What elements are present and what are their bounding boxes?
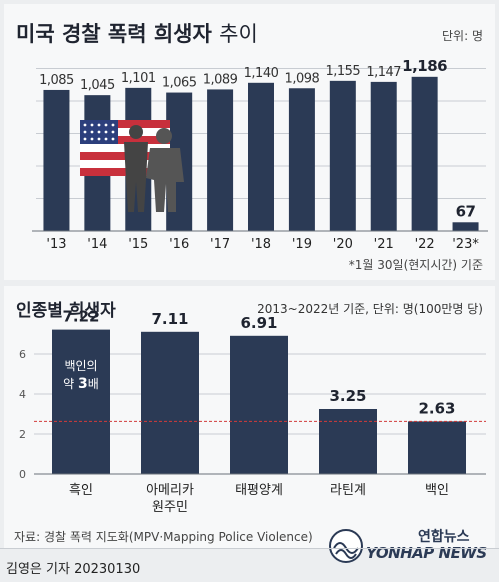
x-tick-label: '17 (210, 237, 230, 252)
us-flag-and-silhouettes-icon (80, 120, 184, 212)
flag-star (90, 123, 94, 127)
x-tick-label: '19 (292, 237, 312, 252)
x-tick-label: '14 (87, 237, 107, 252)
bar-value-label: 1,065 (162, 76, 197, 91)
x-tick-label: '15 (128, 237, 148, 252)
x-tick-label: '23* (452, 237, 479, 252)
annotation-line2: 약 3배 (52, 375, 110, 393)
flag-star (97, 137, 101, 141)
flag-star (111, 123, 115, 127)
victims-trend-panel: 미국 경찰 폭력 희생자 추이 단위: 명 1,085'13 1,045'14 1,… (4, 4, 495, 280)
chart2-subtitle: 2013~2022년 기준, 단위: 명(100만명 당) (257, 302, 483, 316)
bar (329, 80, 356, 231)
bar-value-label: 7.22 (62, 308, 99, 326)
bar (452, 222, 479, 231)
chart2-title: 인종별 희생자 (16, 301, 116, 321)
flag-star (104, 123, 108, 127)
byline: 김영은 기자 20230130 (6, 562, 141, 577)
x-tick-label: '21 (374, 237, 394, 252)
bar-value-label: 1,101 (121, 71, 156, 86)
bar (230, 335, 288, 474)
silhouette-head (129, 125, 143, 139)
bar-value-label: 1,098 (285, 71, 320, 86)
bar-value-label: 1,147 (366, 65, 401, 80)
chart2-annotation: 백인의 약 3배 (52, 357, 110, 393)
bar-value-label: 1,089 (203, 72, 238, 87)
flag-stripe (80, 120, 170, 128)
annotation-line2-bold: 3 (78, 376, 88, 392)
x-tick-label: 라틴계 (330, 483, 366, 498)
chart1-unit-note: 단위: 명 (442, 29, 483, 43)
bar-value-label: 1,186 (402, 57, 447, 75)
bar-value-label: 3.25 (329, 387, 366, 405)
flag-star (111, 137, 115, 141)
bar-value-label: 1,045 (80, 78, 115, 93)
annotation-line2-pre: 약 (63, 377, 79, 391)
chart1-title-main: 미국 경찰 폭력 희생자 (16, 22, 212, 46)
x-tick-label: 아메리카 (146, 483, 194, 498)
x-tick-label: 흑인 (69, 483, 93, 498)
bar (141, 331, 199, 474)
logo-text-kr: 연합뉴스 (418, 529, 470, 545)
chart1-footnote: *1월 30일(현지시간) 기준 (348, 258, 483, 272)
x-tick-label: '20 (333, 237, 353, 252)
y-tick-label: 4 (19, 388, 26, 401)
flag-stripe (80, 160, 170, 168)
silhouette-head (156, 128, 172, 144)
flag-stripe (80, 136, 170, 144)
bar (52, 329, 110, 474)
bar (319, 409, 377, 474)
victims-by-race-panel: 인종별 희생자 2013~2022년 기준, 단위: 명(100만명 당) 0 2… (4, 286, 495, 548)
flag-star (83, 130, 87, 134)
footer-divider (0, 548, 499, 549)
silhouette-body (146, 148, 184, 212)
bar-value-label: 67 (456, 202, 476, 220)
annotation-line2-post: 배 (87, 377, 99, 391)
x-tick-label: '22 (415, 237, 435, 252)
bar (408, 421, 466, 474)
x-tick-label: '18 (251, 237, 271, 252)
y-tick-label: 6 (19, 348, 26, 361)
flag-star (104, 130, 108, 134)
bar (248, 82, 274, 231)
flag-star (90, 130, 94, 134)
flag-star (83, 123, 87, 127)
silhouette-body (124, 142, 148, 212)
flag-stripe (80, 128, 170, 136)
y-tick-label: 2 (19, 428, 26, 441)
bar (207, 89, 234, 232)
bar-value-label: 2.63 (418, 399, 455, 417)
chart1-title-suffix: 추이 (219, 22, 258, 46)
bar (288, 88, 315, 231)
flag-star (90, 137, 94, 141)
x-tick-label: 태평양계 (235, 483, 283, 498)
flag-star (111, 130, 115, 134)
yonhap-logo: 연합뉴스 YONHAP NEWS (328, 526, 490, 566)
bar-value-label: 1,155 (325, 64, 360, 79)
x-tick-label: 원주민 (152, 500, 188, 515)
flag-star (104, 137, 108, 141)
annotation-line1: 백인의 (64, 359, 98, 373)
y-tick-label: 0 (19, 468, 26, 481)
bar (43, 89, 70, 231)
chart1-title: 미국 경찰 폭력 희생자 추이 (16, 18, 258, 48)
flag-star (97, 123, 101, 127)
x-tick-label: '16 (169, 237, 189, 252)
bar-value-label: 1,085 (39, 73, 74, 88)
x-tick-label: 백인 (425, 483, 449, 498)
bar (370, 81, 397, 231)
flag-star (97, 130, 101, 134)
chart1-plot: 1,085 '13 1,045 '14 1,101 '15 1,065 '16 1,089 '17… (32, 57, 488, 252)
x-tick-label: '13 (46, 237, 66, 252)
bar-value-label: 1,140 (244, 66, 279, 81)
source-note: 자료: 경찰 폭력 지도화(MPV·Mapping Police Violenc… (14, 530, 313, 544)
yonhap-wave-logo-icon (329, 529, 363, 563)
bar-value-label: 7.11 (151, 310, 188, 328)
logo-text-en: YONHAP NEWS (366, 544, 487, 562)
bar (411, 76, 438, 231)
bar-value-label: 6.91 (240, 314, 277, 332)
flag-stripe (80, 168, 170, 176)
flag-star (83, 137, 87, 141)
